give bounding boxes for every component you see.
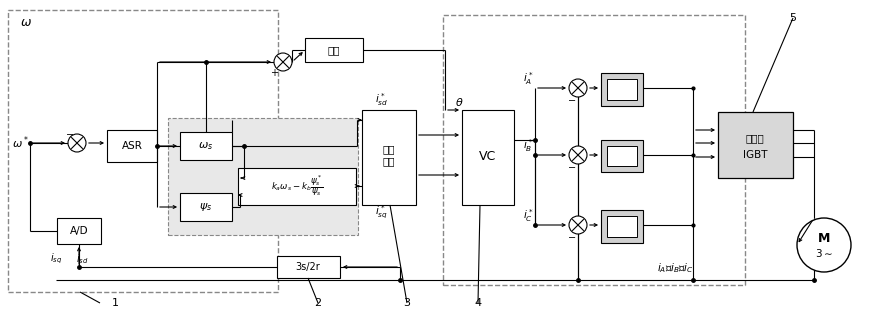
Text: $i_{sd}^*$: $i_{sd}^*$ bbox=[375, 92, 388, 108]
Bar bbox=[607, 79, 637, 100]
Bar bbox=[168, 118, 358, 235]
Text: $\psi_s$: $\psi_s$ bbox=[199, 201, 213, 213]
Text: $+$: $+$ bbox=[270, 67, 280, 77]
Text: M: M bbox=[818, 231, 830, 244]
Circle shape bbox=[68, 134, 86, 152]
Bar bbox=[601, 210, 643, 243]
Text: $\omega$: $\omega$ bbox=[20, 16, 32, 29]
Bar bbox=[601, 140, 643, 172]
Text: VC: VC bbox=[480, 151, 496, 164]
Text: 3s/2r: 3s/2r bbox=[295, 262, 321, 272]
Bar bbox=[462, 110, 514, 205]
Bar bbox=[8, 10, 278, 292]
Text: $i_{sq}$: $i_{sq}$ bbox=[50, 252, 63, 266]
Text: $\theta$: $\theta$ bbox=[455, 96, 463, 108]
Text: $-$: $-$ bbox=[567, 94, 576, 104]
Text: 5: 5 bbox=[790, 13, 797, 23]
Text: $-$: $-$ bbox=[567, 161, 576, 171]
Text: $i_{sq}^*$: $i_{sq}^*$ bbox=[375, 203, 388, 221]
Text: $\omega_s$: $\omega_s$ bbox=[198, 140, 214, 152]
Text: $3{\sim}$: $3{\sim}$ bbox=[815, 247, 833, 259]
Bar bbox=[277, 256, 340, 278]
Text: ASR: ASR bbox=[122, 141, 143, 151]
Text: $\omega^*$: $\omega^*$ bbox=[12, 135, 29, 151]
Text: 积分: 积分 bbox=[328, 45, 341, 55]
Circle shape bbox=[569, 216, 587, 234]
Text: $i_B^*$: $i_B^*$ bbox=[523, 138, 534, 154]
Text: $i_A^*$: $i_A^*$ bbox=[523, 71, 534, 87]
Text: IGBT: IGBT bbox=[743, 150, 767, 160]
Circle shape bbox=[569, 146, 587, 164]
Circle shape bbox=[797, 218, 851, 272]
Text: 1: 1 bbox=[111, 298, 118, 308]
Bar bbox=[238, 168, 356, 205]
Text: $-$: $-$ bbox=[567, 231, 576, 241]
Bar bbox=[57, 218, 101, 244]
Text: $-$: $-$ bbox=[65, 128, 75, 138]
Circle shape bbox=[274, 53, 292, 71]
Bar bbox=[362, 110, 416, 205]
Text: 3: 3 bbox=[403, 298, 410, 308]
Bar bbox=[718, 112, 793, 178]
Text: $i_C^*$: $i_C^*$ bbox=[523, 208, 534, 224]
Text: $k_a\omega_s-k_b\dfrac{\psi_s^*}{\psi_s}$: $k_a\omega_s-k_b\dfrac{\psi_s^*}{\psi_s}… bbox=[270, 174, 323, 198]
Text: $i_A$、$i_B$、$i_C$: $i_A$、$i_B$、$i_C$ bbox=[657, 261, 693, 275]
Text: 2: 2 bbox=[315, 298, 322, 308]
Bar bbox=[607, 216, 637, 237]
Text: 偏差
解耦: 偏差 解耦 bbox=[382, 144, 395, 166]
Text: A/D: A/D bbox=[70, 226, 89, 236]
Text: 逆变器: 逆变器 bbox=[746, 133, 765, 143]
Bar bbox=[443, 15, 745, 285]
Bar bbox=[107, 130, 157, 162]
Bar bbox=[607, 146, 637, 166]
Text: 4: 4 bbox=[474, 298, 481, 308]
Bar bbox=[601, 73, 643, 106]
Circle shape bbox=[569, 79, 587, 97]
Bar bbox=[180, 132, 232, 160]
Bar bbox=[305, 38, 363, 62]
Text: $i_{sd}$: $i_{sd}$ bbox=[76, 252, 89, 266]
Bar bbox=[180, 193, 232, 221]
